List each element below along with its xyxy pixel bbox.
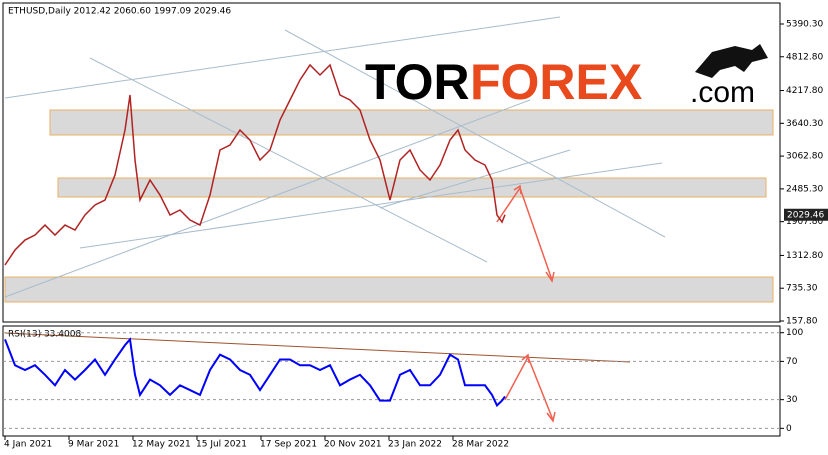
y-tick-label: 70 (786, 357, 798, 367)
arrow-heads (513, 184, 556, 423)
x-tick-label: 4 Jan 2021 (4, 440, 52, 450)
y-tick-label: 1312.80 (786, 251, 823, 261)
y-tick-label: 4812.80 (786, 52, 823, 62)
logo-suffix: .com (690, 76, 755, 109)
arrows (496, 184, 556, 423)
trendline (89, 57, 488, 263)
y-tick-label: 735.30 (786, 284, 818, 294)
y-tick-label: 1907.80 (786, 217, 823, 227)
x-tick-label: 15 Jul 2021 (196, 440, 247, 450)
x-tick-label: 20 Nov 2021 (324, 440, 382, 450)
price-title: ETHUSD,Daily 2012.42 2060.60 1997.09 202… (8, 7, 231, 17)
y-tick-label: 4217.80 (786, 86, 823, 96)
last-price-box (784, 208, 828, 221)
x-tick-label: 23 Jan 2022 (388, 440, 442, 450)
x-tick-label: 28 Mar 2022 (452, 440, 509, 450)
x-tick-label: 17 Sep 2021 (260, 440, 317, 450)
trendline (4, 99, 531, 298)
trendline (284, 29, 666, 238)
zones (4, 109, 774, 303)
logo: TOR FOREX .com (365, 44, 768, 110)
series-line (4, 337, 506, 408)
y-tick-label: 157.80 (786, 316, 818, 326)
zone (57, 177, 767, 198)
series-line (4, 63, 506, 266)
y-tick-label: 30 (786, 395, 798, 405)
trendline (4, 16, 561, 99)
logo-right: FOREX (470, 54, 642, 110)
y-tick-label: 3062.80 (786, 152, 823, 162)
y-tick-label: 100 (786, 328, 803, 338)
trendlines (4, 16, 666, 298)
y-tick-label: 2485.30 (786, 184, 823, 194)
price-panel (2, 2, 781, 323)
y-tick-label: 0 (786, 424, 792, 434)
x-tick-label: 12 May 2021 (132, 440, 191, 450)
rsi-panel (2, 325, 781, 437)
bull-icon (695, 44, 768, 78)
trendline (379, 149, 571, 209)
y-tick-label: 3640.30 (786, 119, 823, 129)
logo-left: TOR (365, 54, 470, 110)
trendline (79, 162, 663, 249)
y-tick-label: 5390.30 (786, 19, 823, 29)
x-tick-label: 9 Mar 2021 (68, 440, 119, 450)
rsi-title: RSI(13) 33.4008 (8, 330, 81, 340)
last-price-label: 2029.46 (787, 210, 824, 220)
zone (49, 109, 774, 136)
zone (4, 276, 774, 303)
